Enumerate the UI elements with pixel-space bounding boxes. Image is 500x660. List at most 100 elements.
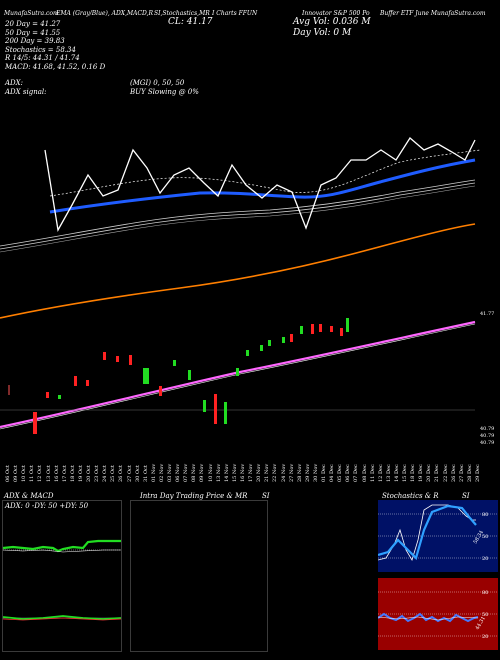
date-tick-label: 17 Nov: [248, 463, 255, 482]
stoch-tick: 20: [482, 556, 488, 562]
stoch-tick: 50: [482, 534, 488, 540]
adx-values-inner: ADX: 0 -DY: 50 +DY: 50: [5, 502, 89, 510]
candle: [330, 326, 333, 332]
adx-label: ADX:: [5, 79, 24, 87]
candle: [311, 324, 314, 334]
date-tick-label: 30 Nov: [312, 463, 319, 482]
date-tick-label: 27 Nov: [288, 463, 295, 482]
date-tick-label: 07 Dec: [353, 464, 360, 482]
date-tick-label: 14 Dec: [393, 464, 400, 482]
candle: [58, 395, 61, 399]
price-chart: 41.77 40.79 40.79 40.79: [0, 137, 494, 446]
date-tick-label: 13 Oct: [45, 465, 52, 482]
intraday-si: SI: [262, 492, 270, 500]
candle: [86, 380, 89, 386]
date-tick-label: 01 Nov: [150, 463, 157, 482]
candle: [129, 355, 132, 365]
date-tick-label: 06 Oct: [5, 465, 11, 482]
candle: [236, 368, 239, 376]
date-tick-label: 21 Nov: [264, 463, 271, 482]
candle: [46, 392, 49, 398]
header-fund-name: Innovator S&P 500 Po: [302, 10, 370, 17]
header-indicators: EMA (Gray/Blue), ADX,MACD,R: [56, 10, 154, 17]
intraday-panel: [130, 500, 268, 652]
day-volume: Day Vol: 0 M: [293, 28, 352, 38]
price-label: 41.77: [480, 311, 494, 317]
macd-green-line: [3, 615, 121, 620]
date-tick-label: 15 Nov: [231, 463, 238, 482]
date-tick-label: 30 Oct: [134, 465, 141, 482]
date-tick-label: 12 Dec: [377, 464, 384, 482]
date-tick-label: 16 Oct: [53, 465, 60, 482]
date-tick-label: 28 Dec: [466, 464, 473, 482]
date-tick-label: 13 Dec: [385, 464, 392, 482]
stoch-tick: 80: [482, 512, 488, 518]
rsi-tick: 20: [482, 634, 488, 640]
candle: [143, 368, 149, 384]
date-tick-label: 23 Oct: [94, 465, 101, 482]
avg-volume: Avg Vol: 0.036 M: [293, 17, 371, 27]
date-tick-label: 06 Dec: [345, 464, 352, 482]
date-tick-label: 05 Dec: [337, 464, 344, 482]
date-tick-label: 08 Dec: [361, 464, 368, 482]
adx-signal-label: ADX signal:: [5, 88, 47, 96]
candle: [290, 334, 293, 342]
date-tick-label: 11 Dec: [369, 464, 376, 482]
date-tick-label: 11 Oct: [29, 465, 36, 482]
candle: [33, 412, 37, 434]
header-site: MunafaSutra.com: [4, 10, 59, 17]
stochastics-rsi-svg: 80 50 20 58.34 80 50 20 44.31: [378, 500, 498, 650]
date-tick-label: 24 Nov: [280, 463, 287, 482]
date-tick-label: 09 Oct: [13, 465, 20, 482]
header-symbol: I Charts FFUN: [212, 10, 258, 17]
stochastics-si: SI: [462, 492, 470, 500]
date-tick-label: 27 Oct: [126, 465, 133, 482]
candle: [103, 352, 106, 360]
intraday-title: Intra Day Trading Price & MR: [140, 492, 248, 500]
date-tick-label: 03 Nov: [167, 463, 174, 482]
date-tick-label: 09 Nov: [199, 463, 206, 482]
candle: [340, 328, 343, 336]
adx-macd-svg: [3, 539, 121, 621]
candle: [300, 326, 303, 334]
adx-values: (MGI) 0, 50, 50: [130, 79, 185, 87]
candle: [159, 386, 162, 396]
date-tick-label: 10 Oct: [21, 465, 28, 482]
rsi-tick: 80: [482, 590, 488, 596]
date-tick-label: 24 Oct: [102, 465, 109, 482]
macd-label: MACD: 41.68, 41.52, 0.16 D: [5, 62, 106, 71]
ema-20-label: 20 Day = 41.27: [5, 20, 61, 28]
adx-macd-panel: ADX: 0 -DY: 50 +DY: 50: [2, 500, 122, 652]
date-tick-label: 22 Nov: [272, 463, 279, 482]
date-tick-label: 26 Oct: [118, 465, 125, 482]
macd-red-line: [3, 617, 121, 621]
date-tick-label: 22 Dec: [442, 464, 449, 482]
ema-200-label: 200 Day = 39.83: [5, 37, 65, 45]
date-tick-label: 20 Dec: [426, 464, 433, 482]
date-tick-label: 27 Dec: [458, 464, 465, 482]
ema-50-line: [49, 158, 476, 214]
bollinger-lower: [0, 323, 476, 430]
header-indicators-2: SI,Stochastics,MR: [154, 10, 210, 17]
date-tick-label: 02 Nov: [158, 463, 165, 482]
price-label: 40.79: [480, 433, 494, 439]
date-tick-label: 29 Dec: [475, 464, 481, 482]
candle: [188, 370, 191, 380]
date-tick-label: 20 Nov: [256, 463, 263, 482]
gray-band-lower: [0, 182, 476, 250]
date-tick-label: 01 Dec: [321, 464, 328, 482]
date-tick-label: 15 Dec: [402, 464, 409, 482]
candle: [260, 345, 263, 351]
adx-white-line: [3, 549, 121, 553]
close-price-line: [44, 137, 476, 232]
date-tick-label: 07 Nov: [183, 463, 190, 482]
gray-band-mid: [0, 185, 476, 253]
date-tick-label: 06 Nov: [175, 463, 182, 482]
rsi-label: R 14/5: 44.31 / 41.74: [5, 54, 80, 62]
close-price: CL: 41.17: [168, 17, 213, 27]
date-tick-label: 26 Dec: [450, 464, 457, 482]
price-label: 40.79: [480, 440, 494, 446]
date-tick-label: 14 Nov: [223, 463, 230, 482]
date-tick-label: 12 Oct: [37, 465, 44, 482]
date-tick-label: 31 Oct: [142, 465, 149, 482]
